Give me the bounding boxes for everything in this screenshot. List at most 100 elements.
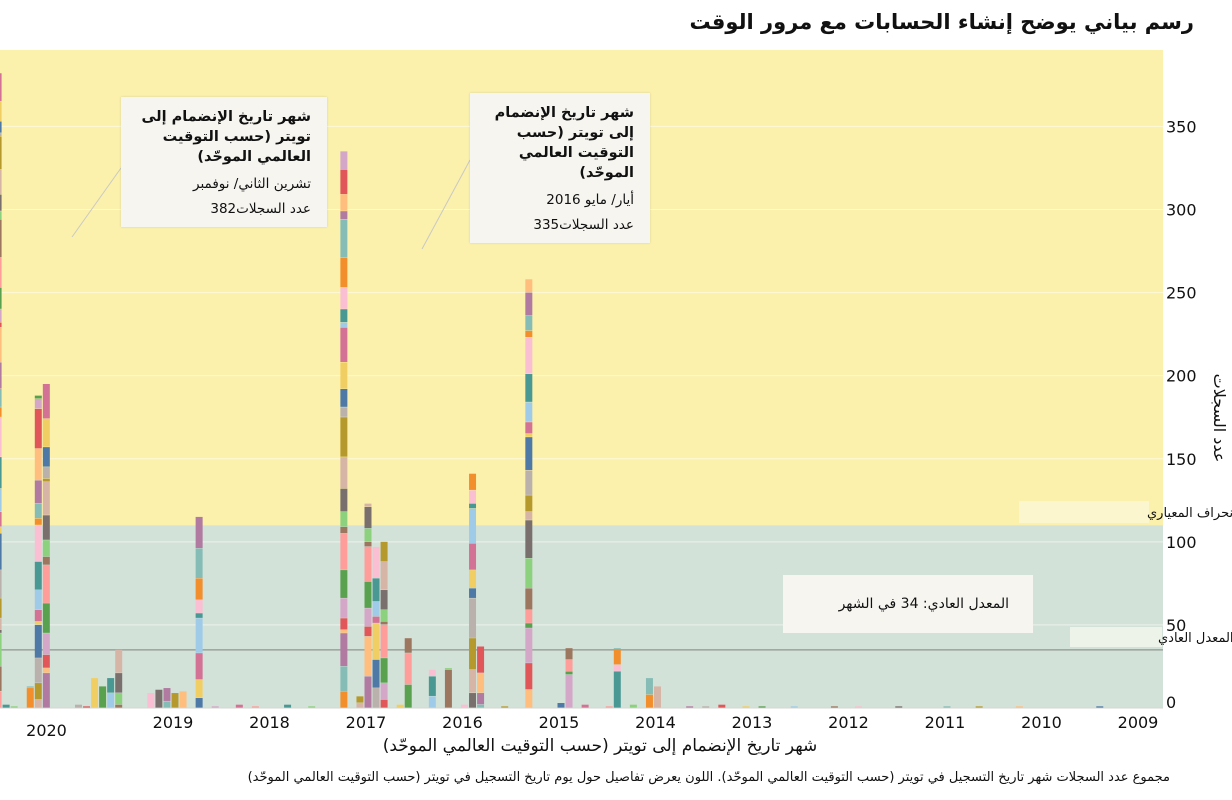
bar[interactable]	[645, 678, 653, 708]
bar-segment	[34, 561, 42, 590]
bar[interactable]	[2, 704, 10, 708]
bar[interactable]	[155, 689, 163, 708]
bar[interactable]	[235, 704, 243, 708]
bar[interactable]	[115, 649, 123, 708]
tooltip-month: تشرين الثاني/ نوفمبر	[193, 176, 311, 192]
bar-segment	[0, 388, 2, 407]
bar-segment	[525, 315, 533, 331]
bar-segment	[340, 457, 348, 489]
bar-segment	[34, 518, 42, 525]
bar-segment	[525, 623, 533, 628]
bar-segment	[0, 457, 2, 489]
bar[interactable]	[718, 704, 726, 708]
bar[interactable]	[444, 668, 452, 708]
bar[interactable]	[42, 383, 50, 708]
y-tick-label: 0	[1166, 693, 1176, 712]
bar[interactable]	[195, 516, 203, 708]
bar[interactable]	[396, 704, 404, 708]
bar[interactable]	[308, 706, 316, 708]
bar-segment	[235, 704, 243, 708]
bar-segment	[0, 169, 2, 195]
bar[interactable]	[10, 706, 18, 708]
bar[interactable]	[855, 706, 863, 708]
bar[interactable]	[742, 706, 750, 708]
bar[interactable]	[83, 706, 91, 708]
bar[interactable]	[26, 686, 34, 708]
bar[interactable]	[702, 706, 710, 708]
x-tick-label: 2014	[635, 713, 676, 732]
bar-segment	[565, 659, 573, 672]
bar[interactable]	[525, 279, 533, 708]
bar[interactable]	[179, 691, 187, 708]
bar[interactable]	[557, 703, 565, 708]
bar[interactable]	[163, 688, 171, 708]
bar[interactable]	[501, 706, 509, 708]
bar[interactable]	[75, 704, 82, 708]
bar[interactable]	[0, 73, 2, 708]
bar[interactable]	[1096, 706, 1104, 708]
bar-segment	[790, 706, 798, 708]
bar[interactable]	[565, 648, 573, 708]
bar-segment	[0, 136, 2, 170]
bar[interactable]	[364, 503, 372, 708]
y-tick-label: 100	[1166, 533, 1197, 552]
bar[interactable]	[975, 706, 983, 708]
bar-segment	[340, 327, 348, 362]
bar-segment	[34, 590, 42, 610]
bar[interactable]	[895, 706, 903, 708]
bar-segment	[195, 653, 203, 680]
bar-segment	[34, 448, 42, 480]
bar[interactable]	[469, 473, 477, 708]
bar-segment	[372, 546, 380, 578]
bar[interactable]	[91, 678, 99, 708]
bar-segment	[340, 691, 348, 708]
bar[interactable]	[428, 669, 436, 708]
bar[interactable]	[107, 678, 115, 708]
bar-segment	[525, 511, 533, 520]
bar-segment	[251, 706, 259, 708]
bar-segment	[525, 689, 533, 708]
bar[interactable]	[581, 704, 589, 708]
bar-segment	[211, 706, 219, 708]
bar-segment	[0, 362, 2, 389]
bar[interactable]	[686, 706, 694, 708]
bar[interactable]	[830, 706, 838, 708]
bar-segment	[34, 621, 42, 625]
bar[interactable]	[171, 693, 179, 708]
bar[interactable]	[758, 706, 766, 708]
bar[interactable]	[211, 706, 219, 708]
bar[interactable]	[790, 706, 798, 708]
bar[interactable]	[461, 704, 468, 708]
bar[interactable]	[34, 395, 42, 708]
bar[interactable]	[654, 686, 661, 708]
bar-segment	[364, 676, 372, 708]
bar[interactable]	[284, 704, 292, 708]
bar[interactable]	[147, 693, 155, 708]
bar[interactable]	[251, 706, 259, 708]
bar[interactable]	[99, 686, 107, 708]
bar[interactable]	[477, 646, 485, 708]
bar[interactable]	[943, 706, 951, 708]
bar-segment	[195, 578, 203, 600]
bar-segment	[308, 706, 316, 708]
bar[interactable]	[613, 648, 621, 708]
bar-segment	[107, 693, 115, 708]
bar-segment	[0, 533, 2, 570]
bar[interactable]	[356, 696, 364, 708]
tooltip-month: أيار/ مايو 2016	[546, 192, 634, 208]
bar[interactable]	[605, 706, 613, 708]
bar-segment	[42, 654, 50, 668]
bar[interactable]	[1015, 706, 1023, 708]
bar-segment	[565, 671, 573, 675]
x-tick-label: 2013	[732, 713, 773, 732]
bar[interactable]	[380, 541, 388, 708]
bar-segment	[380, 590, 388, 610]
avg-label-bg	[1070, 627, 1162, 647]
bar[interactable]	[372, 546, 380, 708]
bar[interactable]	[404, 638, 412, 708]
bar-segment	[565, 674, 573, 708]
bar[interactable]	[629, 704, 637, 708]
tooltip-title: شهر تاريخ الإنضمام إلى تويتر (حسب التوقي…	[494, 105, 634, 181]
bar[interactable]	[340, 151, 348, 708]
bar-segment	[42, 668, 50, 673]
